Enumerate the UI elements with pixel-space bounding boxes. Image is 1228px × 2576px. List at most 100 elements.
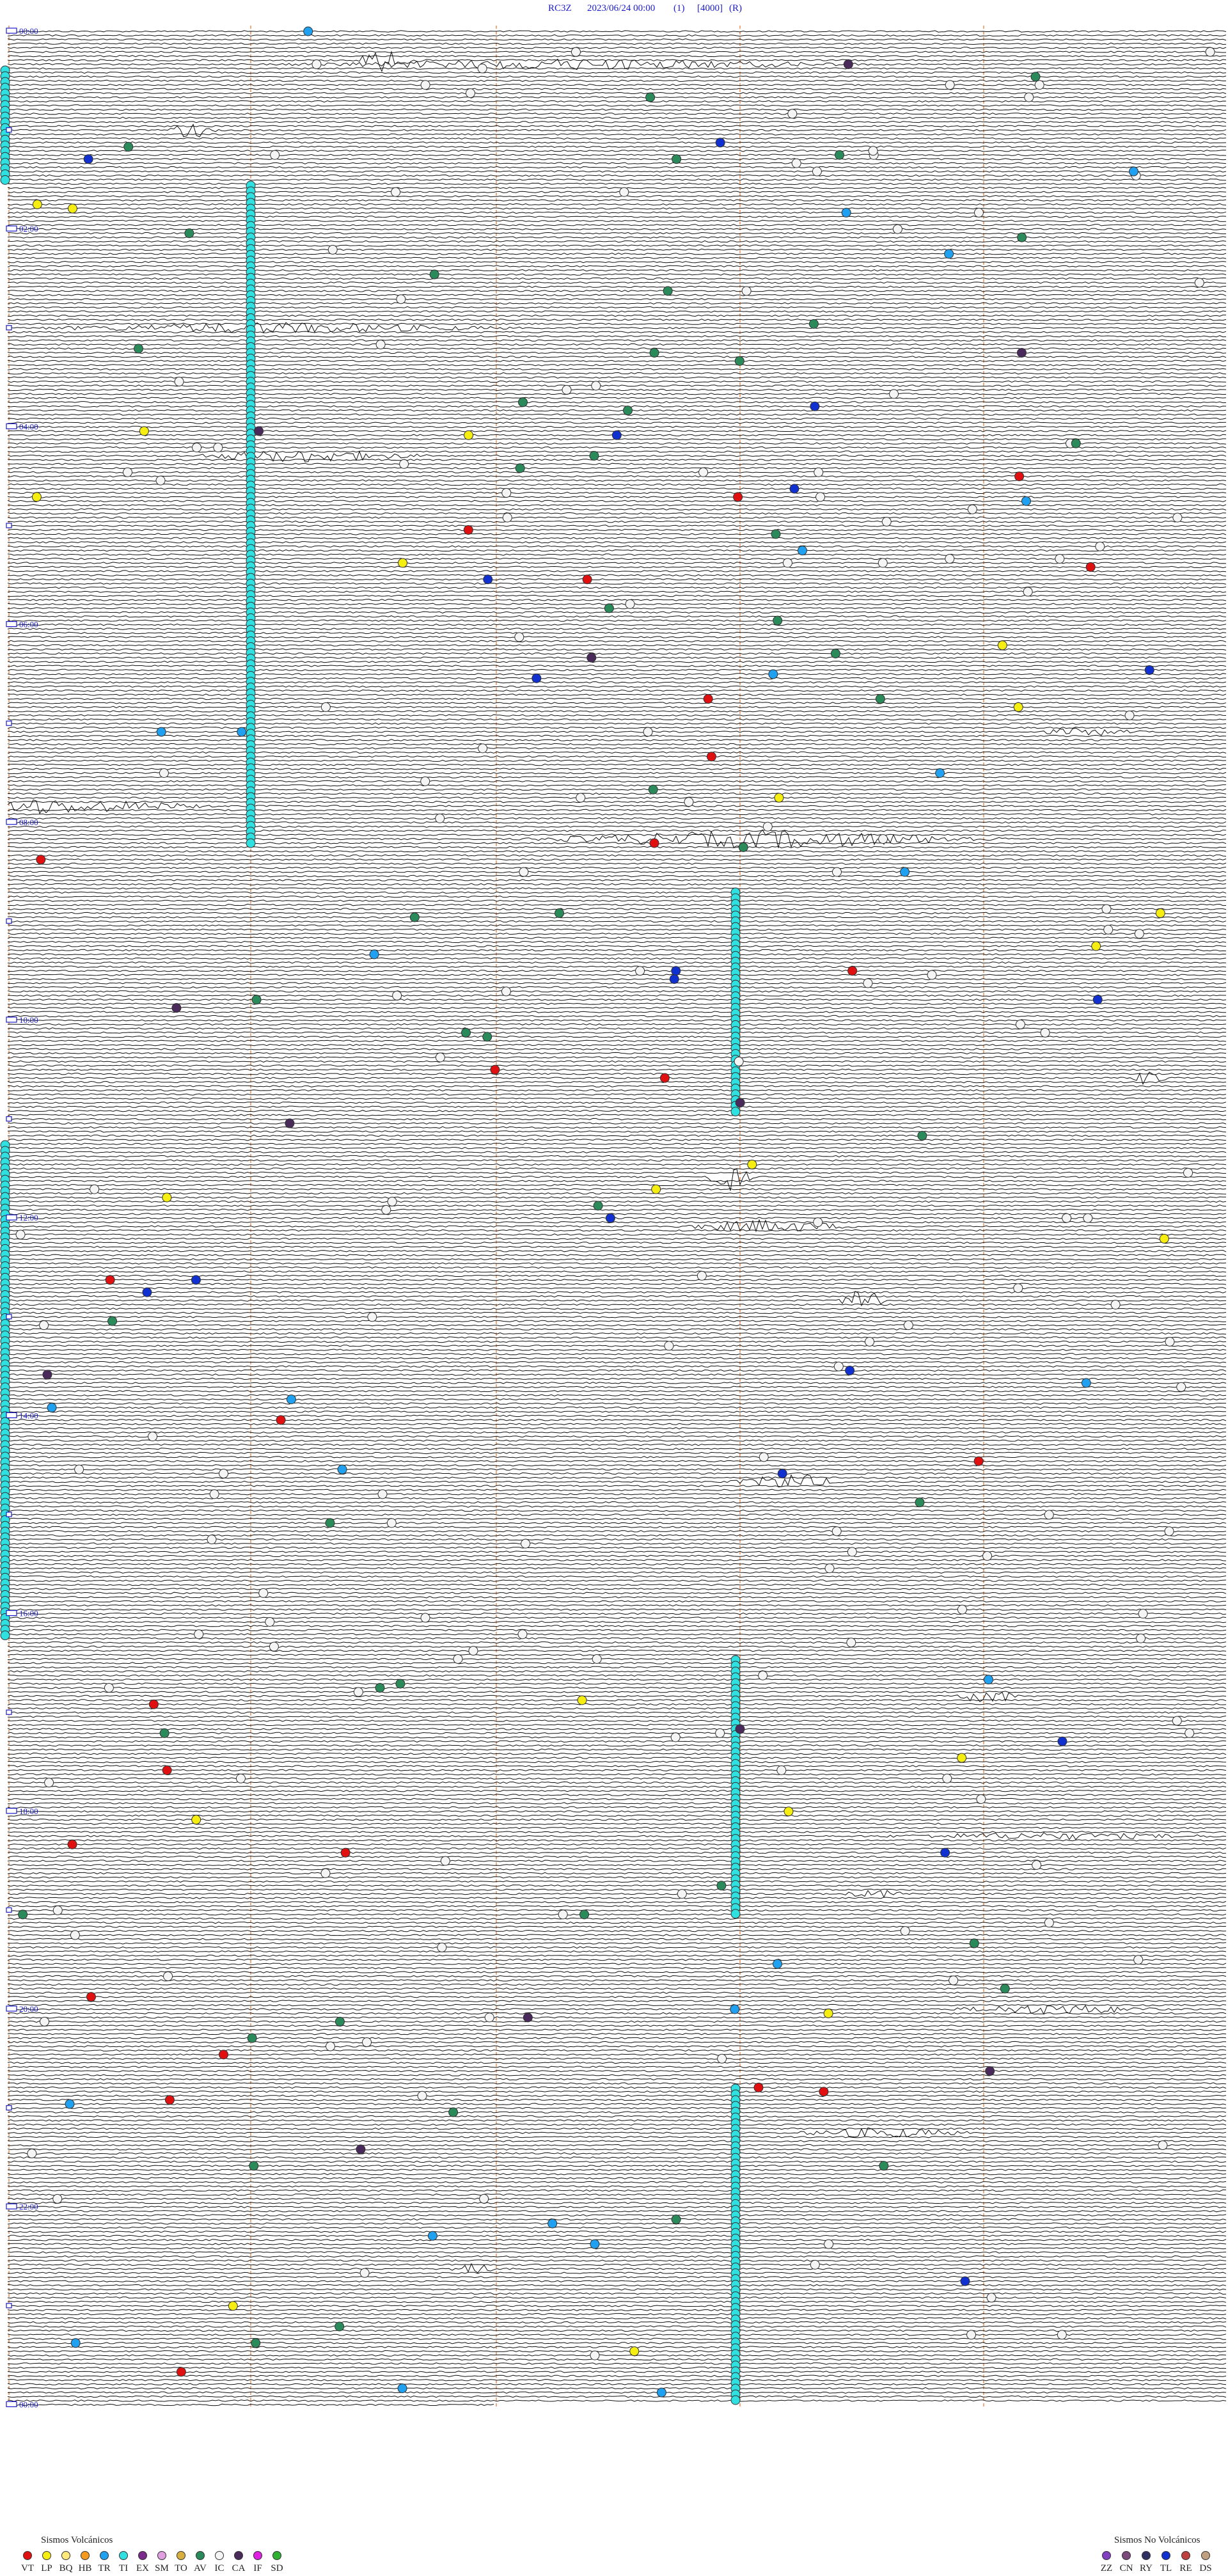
trace (7, 2354, 1227, 2357)
event-marker (337, 1464, 347, 1474)
trace (7, 2280, 1227, 2282)
trace (7, 1431, 1227, 1434)
trace (7, 120, 1227, 123)
event-marker (774, 793, 784, 803)
event-marker (669, 974, 679, 984)
event-marker (105, 1275, 115, 1285)
trace (7, 174, 1227, 177)
trace (7, 405, 1227, 407)
time-label: 18:00 (19, 1806, 38, 1816)
time-marker (6, 127, 12, 133)
event-marker (251, 995, 262, 1005)
trace (7, 2346, 1227, 2348)
event-marker (735, 1724, 745, 1734)
event-marker (461, 1027, 471, 1038)
trace (7, 891, 1227, 894)
trace (7, 2243, 1227, 2245)
event-marker (590, 2350, 600, 2360)
trace (7, 290, 1227, 292)
event-marker (375, 1683, 385, 1693)
event-marker (377, 1489, 388, 1499)
trace (8, 850, 1227, 853)
event-marker (1062, 1213, 1072, 1223)
event-marker (83, 154, 93, 164)
trace (7, 260, 1227, 264)
legend-swatch (119, 2551, 128, 2560)
event-marker (162, 1192, 172, 1203)
event-marker (735, 1098, 745, 1108)
event-marker (340, 1847, 350, 1858)
legend-title: Sismos No Volcánicos (1114, 2535, 1200, 2545)
trace (7, 96, 1227, 99)
trace (7, 1645, 1227, 1648)
event-marker (944, 249, 954, 259)
trace (7, 809, 1227, 812)
trace (7, 1105, 1227, 1109)
trace (7, 1085, 1227, 1087)
event-marker (1085, 562, 1096, 572)
trace (7, 2016, 1227, 2019)
legend-swatch (1102, 2551, 1111, 2560)
event-marker (935, 768, 945, 778)
trace (7, 862, 1227, 865)
event-marker (590, 2239, 600, 2249)
event-marker (604, 603, 614, 613)
event-marker (1013, 1283, 1023, 1293)
event-marker (957, 1753, 967, 1763)
trace (7, 273, 1227, 276)
trace (7, 792, 1227, 795)
trace (7, 1377, 1227, 1380)
trace (7, 2309, 1227, 2311)
trace (7, 2041, 1226, 2044)
trace (7, 1233, 1227, 1236)
event-marker (219, 1469, 229, 1479)
trace (7, 545, 1227, 548)
event-marker (823, 2008, 833, 2018)
trace (7, 1839, 1227, 1842)
trace (7, 277, 1227, 280)
trace (7, 257, 1227, 260)
event-marker (258, 1588, 269, 1598)
event-marker (1000, 1984, 1010, 1994)
trace (7, 2321, 1227, 2324)
event-marker (1014, 471, 1025, 482)
trace (7, 1760, 1227, 1764)
event-marker (32, 200, 42, 210)
trace (7, 2292, 1227, 2295)
event-marker (420, 80, 430, 90)
trace (7, 2045, 1227, 2048)
event-marker (42, 1370, 52, 1380)
event-marker (482, 1032, 492, 1042)
trace (7, 2160, 1227, 2163)
trace (7, 594, 1226, 597)
event-marker (758, 1670, 768, 1680)
event-marker (881, 517, 892, 527)
event-marker (789, 484, 799, 494)
trace (7, 945, 1227, 947)
mode: (R) (729, 3, 742, 13)
trace (7, 1625, 1227, 1627)
trace (7, 2053, 1227, 2056)
trace (7, 487, 1227, 490)
event-marker (70, 2338, 81, 2348)
event-marker (517, 1629, 528, 1640)
event-marker (1124, 710, 1135, 720)
time-labels: 00:00 02:00 04:00 06:00 08:00 10:00 12:00 14:00… (6, 26, 38, 2409)
trace (7, 788, 1227, 791)
trace (7, 1027, 1227, 1030)
trace (7, 2383, 1227, 2385)
trace (7, 376, 1227, 379)
event-marker (969, 1938, 979, 1948)
trace (7, 1822, 1227, 1825)
trace (7, 1308, 1227, 1310)
trace (7, 1188, 1227, 1190)
event-marker (698, 467, 709, 477)
trace (7, 1612, 1227, 1615)
trace (7, 611, 1227, 614)
event-marker (465, 88, 475, 99)
event-marker (768, 669, 778, 679)
trace (7, 1781, 1227, 1784)
legend-swatch (1181, 2551, 1190, 2560)
event-marker (830, 649, 840, 659)
event-marker (841, 207, 851, 217)
